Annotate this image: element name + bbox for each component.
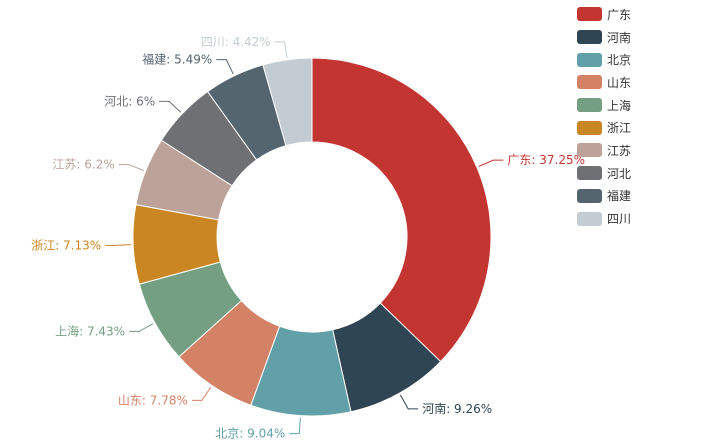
legend-swatch <box>577 188 602 203</box>
legend-label: 福建 <box>607 189 632 204</box>
leader-line-6 <box>105 244 132 246</box>
leader-line-5 <box>129 323 154 332</box>
legend-item-3[interactable]: 北京 <box>577 48 717 71</box>
leader-line-9 <box>216 59 234 75</box>
leader-line-2 <box>399 394 419 410</box>
legend-label: 广东 <box>607 7 632 22</box>
slice-label-4: 山东: 7.78% <box>118 393 188 407</box>
legend-item-5[interactable]: 上海 <box>577 94 717 117</box>
legend-label: 河北 <box>607 166 632 181</box>
slice-label-2: 河南: 9.26% <box>422 401 492 416</box>
legend-item-1[interactable]: 广东 <box>577 3 717 26</box>
legend-swatch <box>577 98 602 113</box>
legend-label: 上海 <box>607 98 632 113</box>
legend-swatch <box>577 120 602 135</box>
legend-item-9[interactable]: 福建 <box>577 185 717 208</box>
leader-line-8 <box>159 100 182 113</box>
legend-item-8[interactable]: 河北 <box>577 162 717 185</box>
slice-label-7: 江苏: 6.2% <box>52 158 114 172</box>
legend-item-10[interactable]: 四川 <box>577 207 717 230</box>
legend-label: 山东 <box>607 75 632 90</box>
legend-swatch <box>577 211 602 226</box>
leader-line-3 <box>289 417 301 435</box>
legend-item-7[interactable]: 江苏 <box>577 139 717 162</box>
slice-label-3: 北京: 9.04% <box>215 427 285 441</box>
legend-swatch <box>577 7 602 22</box>
leader-line-1 <box>478 159 504 167</box>
leader-line-10 <box>274 41 288 58</box>
slice-label-1: 广东: 37.25% <box>507 153 585 167</box>
legend-swatch <box>577 143 602 158</box>
slice-label-6: 浙江: 7.13% <box>31 238 101 252</box>
leader-line-7 <box>118 164 144 171</box>
legend-item-4[interactable]: 山东 <box>577 71 717 94</box>
legend: 广东河南北京山东上海浙江江苏河北福建四川 <box>577 3 717 230</box>
legend-label: 江苏 <box>607 143 632 158</box>
legend-swatch <box>577 166 602 181</box>
legend-item-6[interactable]: 浙江 <box>577 116 717 139</box>
slice-10[interactable] <box>262 57 313 147</box>
legend-label: 北京 <box>607 53 632 68</box>
slice-label-10: 四川: 4.42% <box>201 35 271 49</box>
slice-label-5: 上海: 7.43% <box>55 323 125 338</box>
legend-swatch <box>577 52 602 67</box>
legend-item-2[interactable]: 河南 <box>577 26 717 49</box>
legend-label: 河南 <box>607 30 632 45</box>
slice-1[interactable] <box>311 57 492 363</box>
legend-swatch <box>577 75 602 90</box>
leader-line-4 <box>191 386 212 401</box>
legend-label: 浙江 <box>607 121 632 136</box>
slice-label-8: 河北: 6% <box>104 94 155 108</box>
legend-label: 四川 <box>607 212 632 227</box>
slice-label-9: 福建: 5.49% <box>142 52 212 67</box>
legend-swatch <box>577 30 602 45</box>
